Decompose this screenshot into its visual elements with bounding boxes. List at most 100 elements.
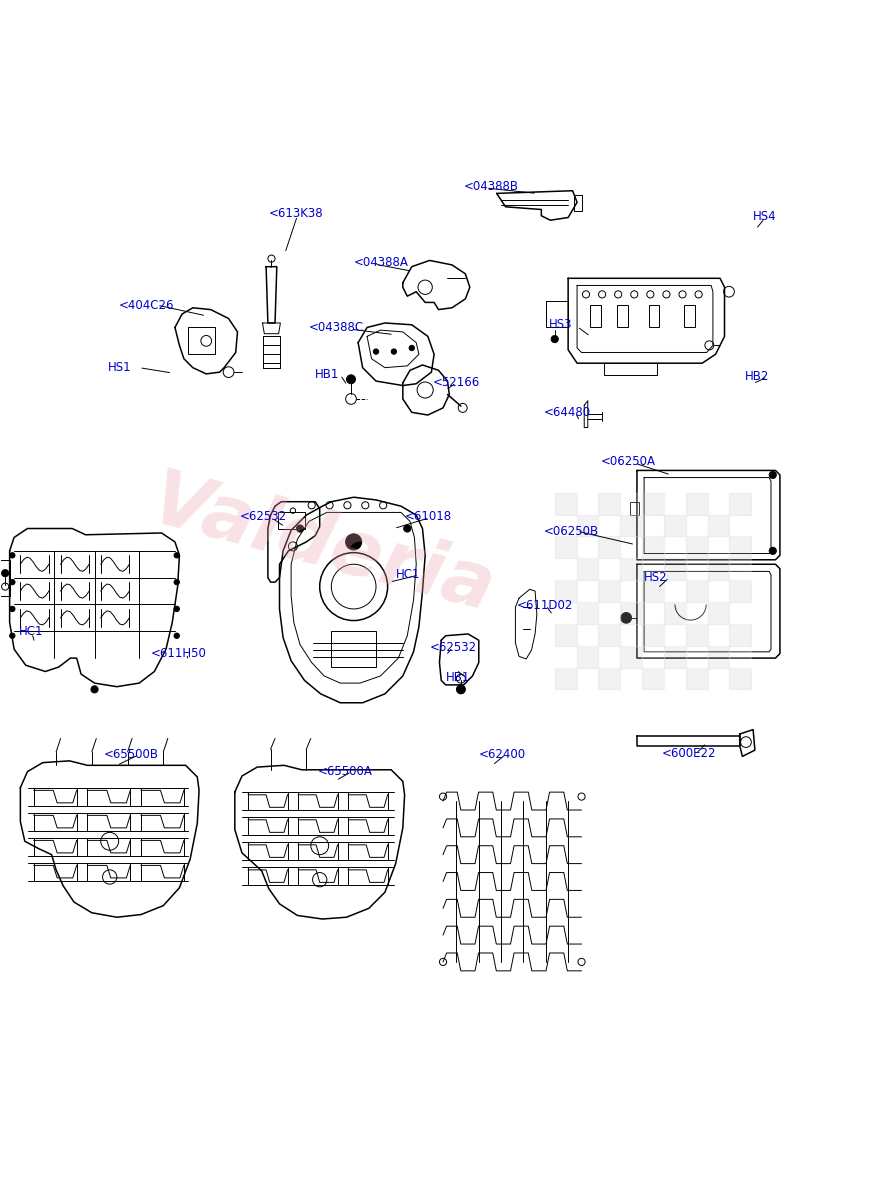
Bar <box>554 558 576 580</box>
Bar <box>620 667 641 689</box>
Bar <box>641 624 663 646</box>
Bar <box>685 558 707 580</box>
Text: <65500B: <65500B <box>104 748 158 761</box>
Bar <box>707 602 729 624</box>
Bar <box>620 493 641 515</box>
Text: <04388B: <04388B <box>463 180 518 193</box>
Text: HS3: HS3 <box>549 318 572 331</box>
Bar <box>576 646 598 667</box>
Circle shape <box>551 336 558 343</box>
Text: Valderia: Valderia <box>142 466 502 628</box>
Text: HB1: HB1 <box>445 671 469 684</box>
Circle shape <box>346 374 355 384</box>
Bar <box>641 602 663 624</box>
Circle shape <box>620 612 631 623</box>
Circle shape <box>2 570 9 577</box>
Bar <box>641 646 663 667</box>
Bar <box>576 536 598 558</box>
Bar <box>707 646 729 667</box>
Bar <box>729 646 750 667</box>
Circle shape <box>10 606 15 612</box>
Circle shape <box>403 524 410 532</box>
Circle shape <box>345 534 361 550</box>
Bar <box>554 646 576 667</box>
Bar <box>729 493 750 515</box>
Bar <box>598 624 620 646</box>
Bar <box>707 558 729 580</box>
Text: <04388C: <04388C <box>308 320 364 334</box>
Text: HS1: HS1 <box>108 361 131 374</box>
Text: <04388A: <04388A <box>353 256 408 269</box>
Bar <box>641 493 663 515</box>
Circle shape <box>10 580 15 584</box>
Bar <box>663 493 685 515</box>
Text: <613K38: <613K38 <box>268 206 323 220</box>
Bar <box>554 667 576 689</box>
Bar <box>729 602 750 624</box>
Bar <box>729 536 750 558</box>
Text: HB1: HB1 <box>315 368 339 382</box>
Text: <62400: <62400 <box>478 748 526 761</box>
Text: HS2: HS2 <box>644 571 667 584</box>
Text: <52166: <52166 <box>433 377 480 389</box>
Bar <box>685 536 707 558</box>
Bar <box>685 580 707 602</box>
Bar <box>729 580 750 602</box>
Text: <404C26: <404C26 <box>119 299 174 312</box>
Text: HB2: HB2 <box>744 370 769 383</box>
Circle shape <box>173 606 179 612</box>
Circle shape <box>10 634 15 638</box>
Text: <06250B: <06250B <box>544 524 598 538</box>
Text: HS4: HS4 <box>752 210 776 223</box>
Bar <box>620 536 641 558</box>
Text: <62532: <62532 <box>429 641 477 654</box>
Bar <box>576 624 598 646</box>
Circle shape <box>373 349 378 354</box>
Circle shape <box>10 553 15 558</box>
Bar <box>685 493 707 515</box>
Bar <box>576 493 598 515</box>
Bar <box>684 305 695 328</box>
Bar <box>554 536 576 558</box>
Bar <box>685 646 707 667</box>
Circle shape <box>409 346 414 350</box>
Bar <box>685 667 707 689</box>
Text: <06250A: <06250A <box>601 455 655 468</box>
Bar <box>598 515 620 536</box>
Bar <box>729 624 750 646</box>
Bar <box>663 558 685 580</box>
Circle shape <box>173 634 179 638</box>
Bar <box>576 667 598 689</box>
Bar <box>277 512 304 528</box>
Bar <box>598 536 620 558</box>
Bar <box>663 646 685 667</box>
Bar <box>641 580 663 602</box>
Bar <box>620 580 641 602</box>
Text: HC1: HC1 <box>395 569 419 582</box>
Bar <box>598 493 620 515</box>
Bar <box>554 624 576 646</box>
Bar <box>331 631 375 667</box>
Bar <box>598 580 620 602</box>
Bar <box>641 667 663 689</box>
Bar <box>663 602 685 624</box>
Bar <box>707 536 729 558</box>
Circle shape <box>296 524 303 532</box>
Circle shape <box>391 349 396 354</box>
Bar <box>590 305 601 328</box>
Bar <box>598 667 620 689</box>
Text: <611D02: <611D02 <box>517 599 573 612</box>
Circle shape <box>456 685 465 694</box>
Bar <box>620 515 641 536</box>
Bar <box>648 305 659 328</box>
Bar <box>620 602 641 624</box>
Bar <box>729 558 750 580</box>
Bar <box>554 493 576 515</box>
Bar <box>598 602 620 624</box>
Circle shape <box>768 547 775 554</box>
Bar <box>641 515 663 536</box>
Text: <62532: <62532 <box>239 510 286 522</box>
Bar <box>576 558 598 580</box>
Bar <box>707 515 729 536</box>
Bar <box>576 580 598 602</box>
